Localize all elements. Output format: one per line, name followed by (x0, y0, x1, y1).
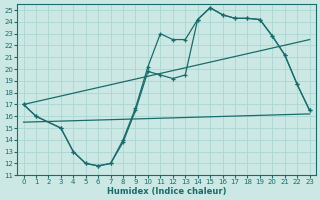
X-axis label: Humidex (Indice chaleur): Humidex (Indice chaleur) (107, 187, 226, 196)
